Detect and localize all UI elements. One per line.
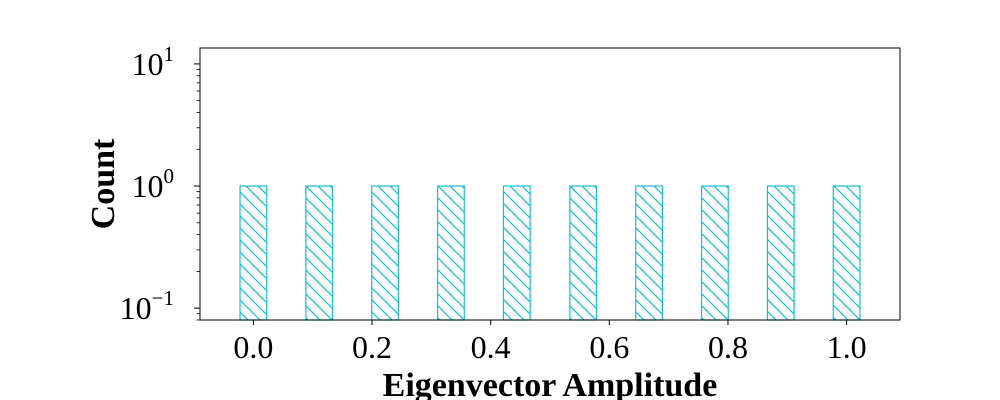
- y-tick-label: 101: [132, 42, 175, 82]
- histogram-bar: [766, 185, 795, 321]
- x-tick-label: 0.8: [708, 329, 748, 365]
- y-axis-title: Count: [85, 138, 122, 229]
- x-tick-label: 0.2: [352, 329, 392, 365]
- ticks-group: 0.0 0.2 0.4 0.6 0.8 1.0 10−1 100 101: [120, 42, 867, 365]
- y-tick-label: 100: [132, 164, 175, 204]
- plot-frame: [199, 47, 901, 321]
- x-tick-label: 0.4: [471, 329, 511, 365]
- histogram-bar: [371, 185, 400, 321]
- histogram-bar: [700, 185, 729, 321]
- histogram-bar: [305, 185, 334, 321]
- x-axis-title: Eigenvector Amplitude: [383, 367, 718, 400]
- x-tick-label: 0.0: [233, 329, 273, 365]
- histogram-bar: [832, 185, 861, 321]
- bars-group: [239, 185, 861, 321]
- histogram-bar: [569, 185, 598, 321]
- histogram-bar: [239, 185, 268, 321]
- x-tick-label: 1.0: [827, 329, 867, 365]
- histogram-bar: [502, 185, 531, 321]
- x-tick-label: 0.6: [589, 329, 629, 365]
- histogram-bar: [436, 185, 465, 321]
- y-tick-label: 10−1: [120, 286, 174, 326]
- histogram-bar: [635, 185, 664, 321]
